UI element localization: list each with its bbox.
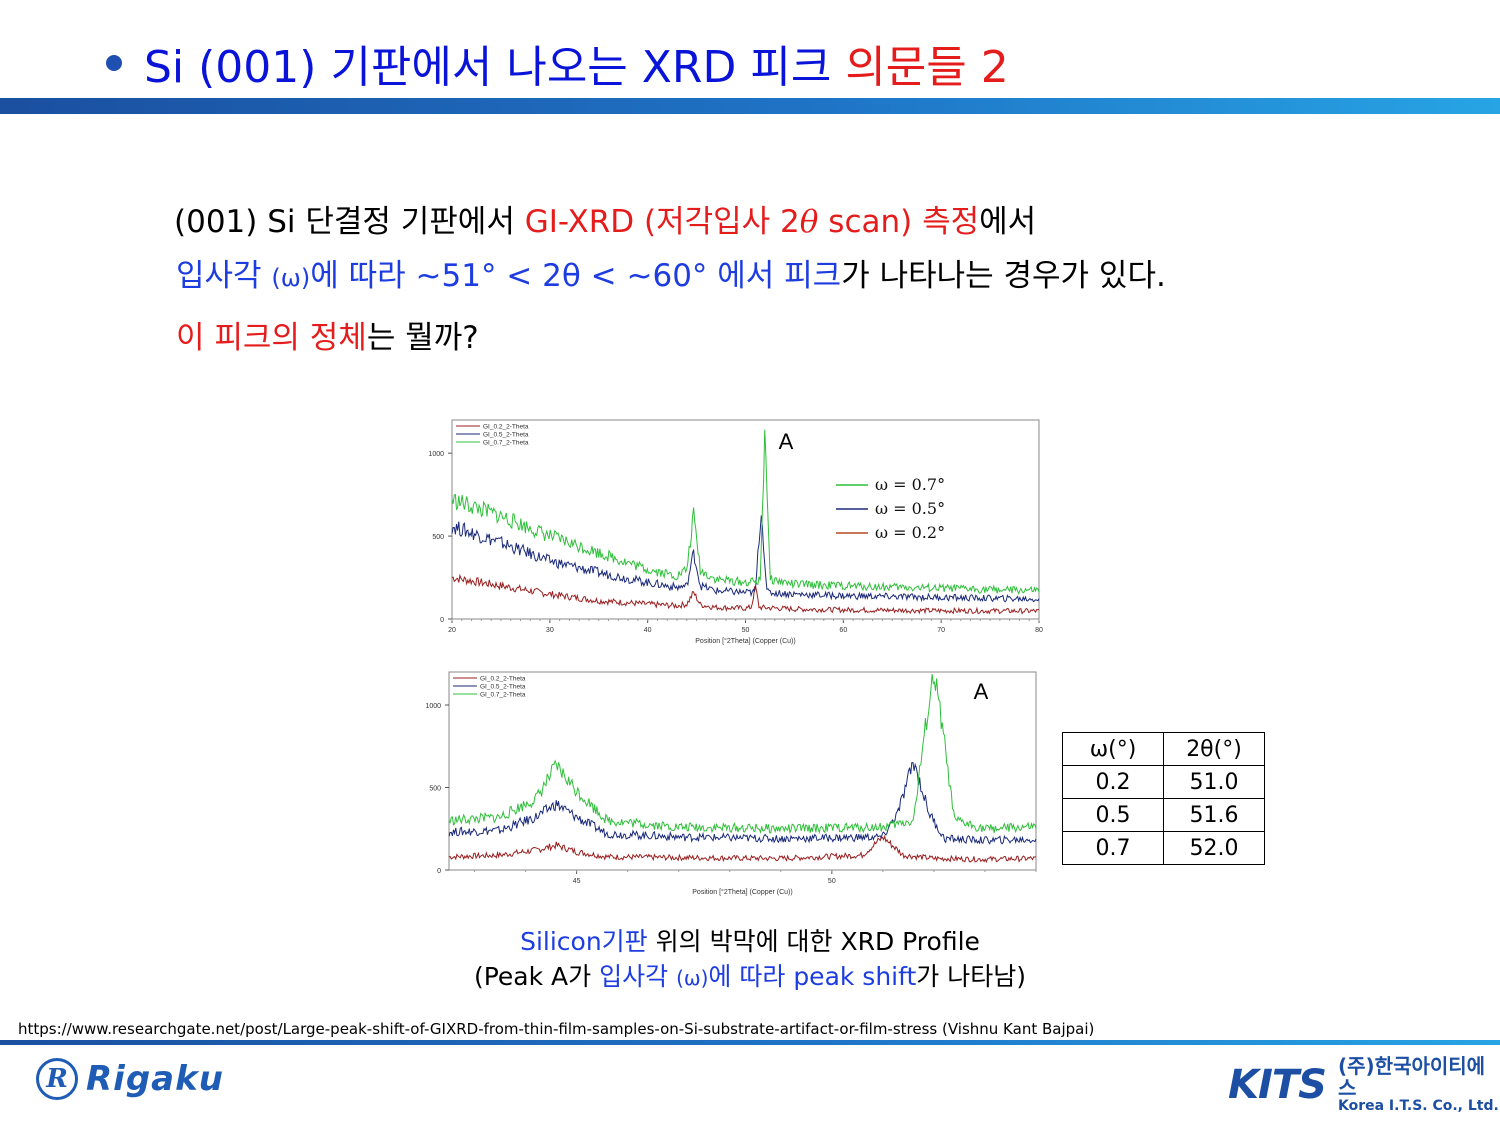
xrd-chart-top: 1000 500 0 20 30 40 50 60 70 80 Position [°2Theta]… <box>420 415 1050 647</box>
omega-legend-label: ω = 0.7° <box>875 475 945 494</box>
caption2-d: 가 나타남) <box>916 962 1026 991</box>
x-tick-label: 45 <box>573 878 581 885</box>
source-link[interactable]: https://www.researchgate.net/post/Large-… <box>18 1020 1095 1038</box>
title-highlight: 의문들 2 <box>845 42 1009 93</box>
caption2-omega: (ω) <box>676 966 709 990</box>
legend-label: GI_0.7_2-Theta <box>480 692 526 699</box>
table-cell: 52.0 <box>1163 831 1265 865</box>
legend-label: GI_0.7_2-Theta <box>483 440 529 447</box>
x-tick-label: 80 <box>1035 627 1043 634</box>
line1-text-c: scan) 측정 <box>818 204 980 240</box>
rigaku-wordmark: Rigaku <box>86 1059 224 1099</box>
y-tick-label: 1000 <box>425 703 441 710</box>
peak-position-table: ω(°) 2θ(°) 0.2 51.0 0.5 51.6 0.7 52.0 <box>1062 732 1265 865</box>
kits-company-name: (주)한국아이티에스 Korea I.T.S. Co., Ltd. <box>1338 1055 1500 1114</box>
table-row: 0.7 52.0 <box>1062 831 1265 865</box>
body-line-1: (001) Si 단결정 기판에서 GI-XRD (저각입사 2θ scan) … <box>174 196 1036 241</box>
line3-text-a: 이 피크의 정체 <box>176 320 367 356</box>
x-tick-label: 30 <box>546 627 554 634</box>
omega-legend-label: ω = 0.5° <box>875 499 945 518</box>
table-row: 0.5 51.6 <box>1062 798 1265 832</box>
line1-text-b: GI-XRD (저각입사 2 <box>524 204 800 240</box>
series-line-0.5 <box>451 515 1040 603</box>
caption1-b: 위의 박막에 대한 XRD Profile <box>647 927 980 956</box>
line2-omega: (ω) <box>271 264 311 292</box>
table-cell: 51.0 <box>1163 765 1265 799</box>
title-main: Si (001) 기판에서 나오는 XRD 피크 <box>144 42 832 93</box>
table-cell: 0.7 <box>1062 831 1164 865</box>
kits-wordmark: KITS <box>1228 1061 1327 1108</box>
xrd-chart-zoom: 1000 500 0 45 50 Position [°2Theta] (Copper (… <box>420 665 1050 900</box>
bullet-icon <box>106 55 122 71</box>
slide-title: Si (001) 기판에서 나오는 XRD 피크 의문들 2 <box>100 28 1009 98</box>
title-divider-bar <box>0 98 1500 114</box>
series-line-0.2 <box>448 834 1037 864</box>
omega-legend-label: ω = 0.2° <box>875 523 945 542</box>
series-line-0.7 <box>451 429 1040 595</box>
kits-korean-name: (주)한국아이티에스 <box>1337 1054 1486 1100</box>
y-tick-label: 0 <box>437 868 441 875</box>
footer-divider-bar <box>0 1040 1500 1045</box>
x-axis-label: Position [°2Theta] (Copper (Cu)) <box>692 888 792 896</box>
table-header-2theta: 2θ(°) <box>1163 732 1265 766</box>
caption2-a: (Peak A가 <box>473 962 600 991</box>
series-line-0.2 <box>451 573 1040 615</box>
line1-theta: θ <box>799 204 819 240</box>
rigaku-logo: R Rigaku <box>36 1058 224 1100</box>
y-tick-label: 500 <box>429 786 441 793</box>
kits-english-name: Korea I.T.S. Co., Ltd. <box>1337 1098 1499 1114</box>
table-cell: 0.5 <box>1062 798 1164 832</box>
table-cell: 51.6 <box>1163 798 1265 832</box>
y-tick-label: 500 <box>432 534 444 541</box>
plot-frame <box>448 671 1037 871</box>
x-tick-label: 60 <box>839 627 847 634</box>
x-tick-label: 20 <box>448 627 456 634</box>
peak-a-label: A <box>779 429 794 454</box>
table-header-omega: ω(°) <box>1062 732 1164 766</box>
table-cell: 0.2 <box>1062 765 1164 799</box>
line3-text-b: 는 뭘까? <box>366 320 479 356</box>
x-axis-label: Position [°2Theta] (Copper (Cu)) <box>695 637 795 645</box>
y-tick-label: 0 <box>440 617 444 624</box>
body-line-3: 이 피크의 정체는 뭘까? <box>176 312 479 357</box>
series-line-0.5 <box>448 762 1037 845</box>
body-line-2: 입사각 (ω)에 따라 ~51° < 2θ < ~60° 에서 피크가 나타나는… <box>176 250 1166 295</box>
series-line-0.7 <box>448 673 1037 835</box>
caption2-b: 입사각 <box>599 962 677 991</box>
line2-text-b: 에 따라 ~51° < 2θ < ~60° 에서 피크 <box>310 258 842 294</box>
y-tick-label: 1000 <box>428 451 444 458</box>
caption1-a: Silicon기판 <box>520 927 648 956</box>
line2-text-a: 입사각 <box>176 258 272 294</box>
legend-label: GI_0.5_2-Theta <box>483 432 529 439</box>
table-row: 0.2 51.0 <box>1062 765 1265 799</box>
legend-label: GI_0.2_2-Theta <box>480 676 526 683</box>
table-header-row: ω(°) 2θ(°) <box>1062 732 1265 766</box>
x-tick-label: 50 <box>828 878 836 885</box>
line2-text-c: 가 나타나는 경우가 있다. <box>841 258 1166 294</box>
x-tick-label: 70 <box>937 627 945 634</box>
plot-frame <box>451 419 1040 620</box>
legend-label: GI_0.5_2-Theta <box>480 684 526 691</box>
kits-logo: KITS (주)한국아이티에스 Korea I.T.S. Co., Ltd. <box>1228 1055 1500 1114</box>
legend-label: GI_0.2_2-Theta <box>483 424 529 431</box>
figure-caption-line-1: Silicon기판 위의 박막에 대한 XRD Profile <box>300 922 1200 958</box>
line1-text-d: 에서 <box>979 204 1037 240</box>
x-tick-label: 40 <box>644 627 652 634</box>
line1-text-a: (001) Si 단결정 기판에서 <box>174 204 525 240</box>
peak-a-label: A <box>974 679 989 704</box>
figure-caption-line-2: (Peak A가 입사각 (ω)에 따라 peak shift가 나타남) <box>300 957 1200 993</box>
x-tick-label: 50 <box>742 627 750 634</box>
caption2-c: 에 따라 peak shift <box>708 962 917 991</box>
rigaku-mark-icon: R <box>36 1058 78 1100</box>
